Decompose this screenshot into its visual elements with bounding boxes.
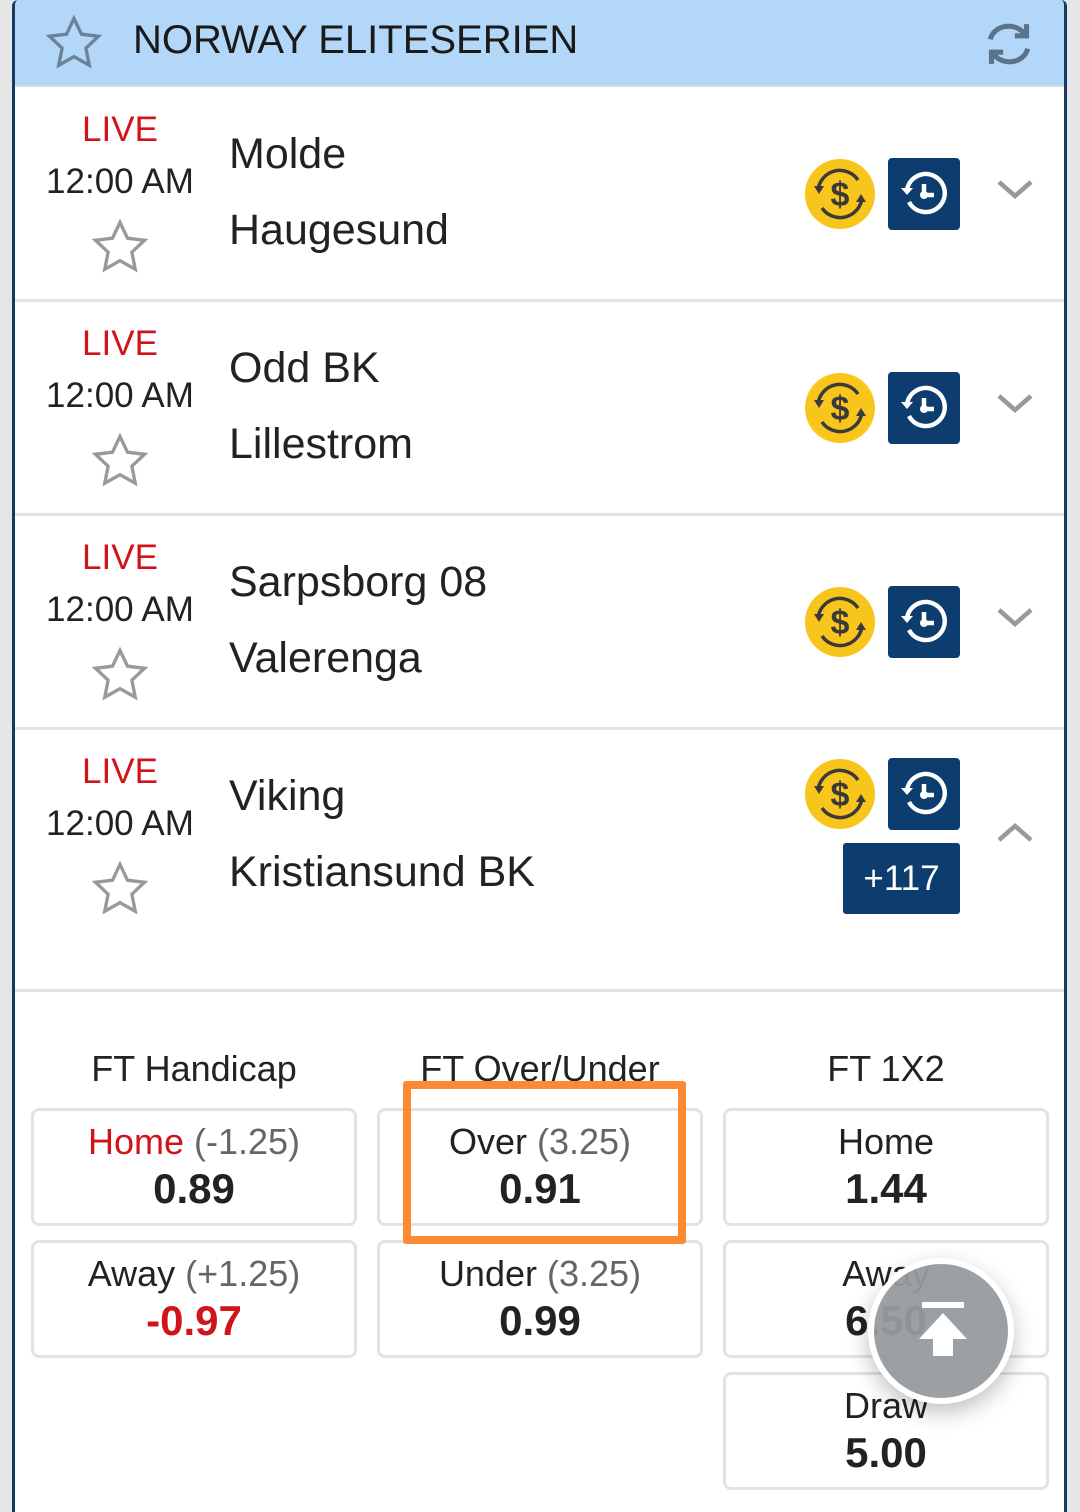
odds-under[interactable]: Under (3.25) 0.99 bbox=[377, 1240, 703, 1358]
match-time: 12:00 AM bbox=[46, 376, 194, 415]
match-row[interactable]: LIVE 12:00 AM Sarpsborg 08 Valerenga $ bbox=[15, 516, 1064, 730]
scroll-to-top-button[interactable] bbox=[868, 1258, 1014, 1404]
chevron-down-icon[interactable] bbox=[995, 174, 1035, 204]
cash-out-icon[interactable]: $ bbox=[804, 158, 876, 230]
live-status: LIVE bbox=[82, 538, 158, 577]
home-team: Sarpsborg 08 bbox=[229, 558, 488, 606]
odds: 0.99 bbox=[499, 1297, 581, 1344]
favorite-match-star-icon[interactable] bbox=[89, 430, 151, 492]
odds: 0.89 bbox=[153, 1165, 235, 1212]
history-clock-icon bbox=[901, 385, 947, 429]
cash-out-icon[interactable]: $ bbox=[804, 372, 876, 444]
chevron-down-icon[interactable] bbox=[995, 388, 1035, 418]
label: Over bbox=[448, 1121, 527, 1162]
live-status: LIVE bbox=[82, 324, 158, 363]
label: Away bbox=[87, 1253, 176, 1294]
chevron-down-icon[interactable] bbox=[995, 602, 1035, 632]
odds-over[interactable]: Over (3.25) 0.91 bbox=[377, 1108, 703, 1226]
line: (-1.25) bbox=[194, 1121, 301, 1162]
refresh-icon[interactable] bbox=[976, 16, 1042, 72]
home-team: Viking bbox=[229, 772, 346, 820]
match-row[interactable]: LIVE 12:00 AM Molde Haugesund $ bbox=[15, 88, 1064, 302]
cash-out-icon[interactable]: $ bbox=[804, 586, 876, 658]
svg-text:$: $ bbox=[831, 604, 850, 642]
match-time: 12:00 AM bbox=[46, 590, 194, 629]
chevron-up-icon[interactable] bbox=[995, 818, 1035, 848]
history-button[interactable] bbox=[888, 372, 960, 444]
odds: -0.97 bbox=[146, 1297, 242, 1344]
line: (+1.25) bbox=[185, 1253, 301, 1294]
live-status: LIVE bbox=[82, 752, 158, 791]
odds-1x2-draw[interactable]: Draw 5.00 bbox=[723, 1372, 1049, 1490]
away-team: Haugesund bbox=[229, 206, 449, 254]
odds: 1.44 bbox=[845, 1165, 927, 1212]
history-clock-icon bbox=[901, 599, 947, 643]
match-row[interactable]: LIVE 12:00 AM Odd BK Lillestrom $ bbox=[15, 302, 1064, 516]
arrow-up-to-top-icon bbox=[919, 1302, 967, 1356]
history-button[interactable] bbox=[888, 158, 960, 230]
line: (3.25) bbox=[547, 1253, 642, 1294]
favorite-match-star-icon[interactable] bbox=[89, 858, 151, 920]
live-status: LIVE bbox=[82, 110, 158, 149]
favorite-match-star-icon[interactable] bbox=[89, 644, 151, 706]
away-team: Lillestrom bbox=[229, 420, 413, 468]
home-team: Odd BK bbox=[229, 344, 380, 392]
market-title-1x2: FT 1X2 bbox=[827, 1048, 945, 1089]
away-team: Valerenga bbox=[229, 634, 422, 682]
odds: 5.00 bbox=[845, 1429, 927, 1476]
svg-text:$: $ bbox=[831, 776, 850, 814]
highlight-box bbox=[403, 1081, 686, 1244]
svg-text:$: $ bbox=[831, 176, 850, 214]
label: Under bbox=[438, 1253, 537, 1294]
odds-handicap-home[interactable]: Home (-1.25) 0.89 bbox=[31, 1108, 357, 1226]
home-team: Molde bbox=[229, 130, 347, 178]
svg-text:$: $ bbox=[831, 390, 850, 428]
league-title: NORWAY ELITESERIEN bbox=[133, 18, 579, 62]
odds-handicap-away[interactable]: Away (+1.25) -0.97 bbox=[31, 1240, 357, 1358]
favorite-league-star-icon[interactable] bbox=[43, 12, 105, 74]
league-header: NORWAY ELITESERIEN bbox=[15, 0, 1064, 87]
match-time: 12:00 AM bbox=[46, 804, 194, 843]
odds-1x2-home[interactable]: Home 1.44 bbox=[723, 1108, 1049, 1226]
cash-out-icon[interactable]: $ bbox=[804, 758, 876, 830]
more-markets-button[interactable]: +117 bbox=[843, 843, 960, 914]
odds: 0.91 bbox=[499, 1165, 581, 1212]
history-button[interactable] bbox=[888, 586, 960, 658]
history-clock-icon bbox=[901, 171, 947, 215]
label: Home bbox=[837, 1121, 935, 1162]
line: (3.25) bbox=[536, 1121, 632, 1162]
favorite-match-star-icon[interactable] bbox=[89, 216, 151, 278]
market-title-handicap: FT Handicap bbox=[91, 1048, 297, 1089]
away-team: Kristiansund BK bbox=[229, 848, 535, 896]
match-row[interactable]: LIVE 12:00 AM Viking Kristiansund BK $ +… bbox=[15, 730, 1064, 992]
history-clock-icon bbox=[901, 771, 947, 815]
match-time: 12:00 AM bbox=[46, 162, 194, 201]
history-button[interactable] bbox=[888, 758, 960, 830]
label: Home bbox=[87, 1121, 184, 1162]
